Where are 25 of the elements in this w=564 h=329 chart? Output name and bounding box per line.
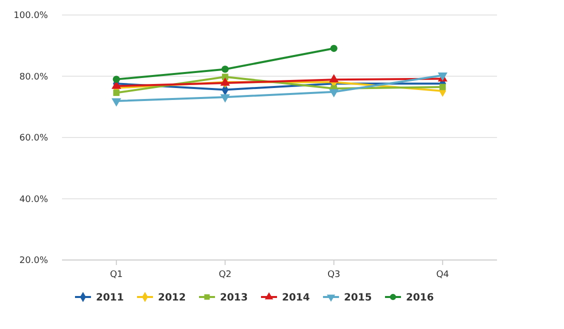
x-tick-label: Q1: [110, 270, 123, 280]
legend-label: 2013: [220, 292, 248, 304]
legend-label: 2012: [158, 292, 186, 304]
legend-label: 2015: [344, 292, 372, 304]
point: [222, 74, 228, 80]
legend-label: 2014: [282, 292, 310, 304]
y-tick-label: 60.0%: [19, 134, 48, 144]
point: [329, 74, 339, 82]
legend-label: 2016: [406, 292, 434, 304]
point: [439, 84, 446, 90]
y-tick-label: 100.0%: [14, 11, 48, 22]
y-tick-label: 40.0%: [19, 194, 48, 205]
point: [330, 44, 338, 52]
legend-label: 2011: [96, 292, 124, 304]
point: [113, 90, 120, 96]
point: [112, 76, 120, 83]
point: [329, 89, 339, 98]
point: [220, 94, 230, 103]
x-tick-label: Q3: [327, 270, 340, 280]
x-tick-label: Q2: [218, 270, 232, 280]
point: [112, 98, 122, 107]
x-tick-label: Q4: [436, 270, 450, 280]
y-tick-label: 80.0%: [19, 72, 48, 82]
y-tick-label: 20.0%: [19, 256, 48, 266]
point: [222, 66, 229, 73]
